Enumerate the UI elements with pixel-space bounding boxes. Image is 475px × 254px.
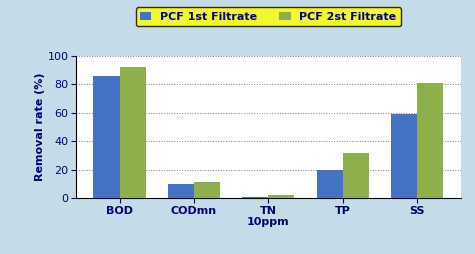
Bar <box>194 182 220 198</box>
Bar <box>242 197 268 198</box>
Bar <box>120 67 145 198</box>
Bar <box>94 76 120 198</box>
Bar <box>168 184 194 198</box>
Bar <box>268 195 294 198</box>
X-axis label: 10ppm: 10ppm <box>247 217 290 227</box>
Bar <box>343 153 369 198</box>
Bar <box>391 114 417 198</box>
Legend: PCF 1st Filtrate, PCF 2st Filtrate: PCF 1st Filtrate, PCF 2st Filtrate <box>136 7 401 26</box>
Bar <box>417 83 443 198</box>
Y-axis label: Removal rate (%): Removal rate (%) <box>35 73 45 181</box>
Bar <box>317 170 343 198</box>
